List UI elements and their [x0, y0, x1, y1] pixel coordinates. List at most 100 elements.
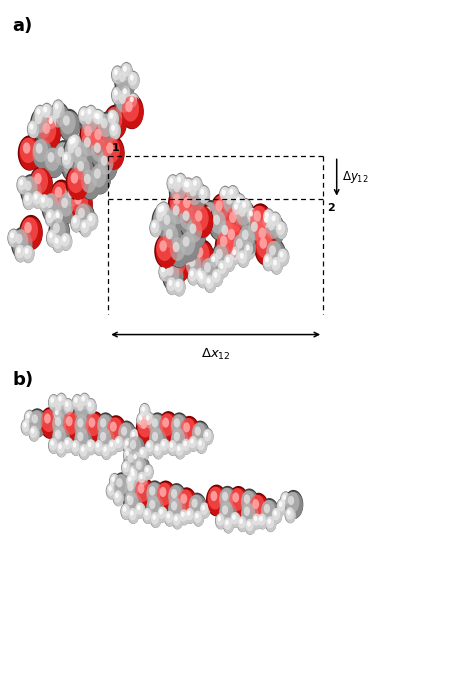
Circle shape: [261, 213, 274, 232]
Circle shape: [46, 209, 55, 223]
Circle shape: [120, 94, 144, 129]
Circle shape: [91, 164, 111, 194]
Circle shape: [221, 188, 243, 220]
Circle shape: [63, 437, 72, 449]
Circle shape: [125, 101, 133, 112]
Circle shape: [79, 444, 90, 460]
Circle shape: [276, 498, 288, 515]
Circle shape: [135, 479, 154, 509]
Circle shape: [228, 228, 235, 240]
Circle shape: [137, 413, 146, 425]
Circle shape: [67, 143, 75, 154]
Circle shape: [157, 201, 170, 220]
Circle shape: [270, 213, 282, 231]
Circle shape: [77, 402, 84, 411]
Circle shape: [261, 500, 279, 527]
Circle shape: [174, 442, 186, 460]
Circle shape: [71, 137, 76, 143]
Circle shape: [188, 436, 197, 448]
Circle shape: [135, 479, 150, 502]
Circle shape: [46, 114, 59, 133]
Circle shape: [108, 486, 112, 492]
Circle shape: [65, 401, 69, 407]
Circle shape: [116, 67, 136, 97]
Circle shape: [37, 116, 61, 151]
Circle shape: [151, 512, 161, 528]
Circle shape: [135, 458, 146, 474]
Circle shape: [142, 507, 154, 524]
Circle shape: [166, 229, 173, 239]
Circle shape: [81, 109, 101, 139]
Circle shape: [73, 201, 95, 234]
Circle shape: [167, 174, 179, 193]
Circle shape: [35, 106, 44, 120]
Circle shape: [79, 131, 101, 163]
Circle shape: [47, 212, 51, 218]
Circle shape: [160, 439, 170, 454]
Circle shape: [256, 233, 273, 258]
Circle shape: [71, 188, 92, 221]
Circle shape: [170, 188, 187, 214]
Circle shape: [11, 227, 33, 260]
Circle shape: [233, 234, 253, 264]
Circle shape: [97, 414, 115, 441]
Circle shape: [122, 461, 130, 473]
Circle shape: [182, 252, 191, 265]
Circle shape: [137, 415, 157, 444]
Circle shape: [143, 508, 152, 520]
Circle shape: [81, 169, 96, 193]
Circle shape: [222, 505, 228, 515]
Circle shape: [55, 103, 59, 109]
Circle shape: [181, 437, 192, 455]
Circle shape: [50, 218, 66, 242]
Circle shape: [225, 207, 247, 239]
Circle shape: [96, 426, 116, 456]
Circle shape: [52, 413, 70, 440]
Circle shape: [210, 210, 226, 234]
Circle shape: [62, 236, 66, 242]
Circle shape: [121, 504, 131, 520]
Circle shape: [17, 177, 29, 194]
Circle shape: [207, 278, 211, 284]
Circle shape: [127, 92, 140, 112]
Circle shape: [156, 235, 173, 261]
Circle shape: [131, 471, 135, 476]
Circle shape: [58, 193, 78, 223]
Circle shape: [127, 71, 140, 90]
Circle shape: [147, 426, 167, 456]
Circle shape: [121, 426, 127, 436]
Circle shape: [23, 422, 27, 428]
Circle shape: [89, 418, 96, 428]
Circle shape: [120, 62, 133, 81]
Circle shape: [218, 220, 234, 244]
Circle shape: [196, 268, 207, 286]
Circle shape: [178, 230, 200, 262]
Circle shape: [31, 428, 35, 434]
Circle shape: [255, 222, 273, 248]
Circle shape: [46, 209, 57, 227]
Circle shape: [128, 72, 140, 90]
Circle shape: [217, 499, 238, 529]
Circle shape: [74, 398, 92, 425]
Circle shape: [196, 437, 207, 454]
Circle shape: [161, 210, 176, 234]
Circle shape: [55, 402, 61, 411]
Circle shape: [111, 86, 124, 105]
Circle shape: [116, 67, 131, 91]
Circle shape: [29, 426, 38, 438]
Circle shape: [179, 232, 199, 262]
Circle shape: [186, 252, 201, 276]
Circle shape: [128, 508, 137, 520]
Circle shape: [98, 151, 113, 175]
Circle shape: [47, 116, 59, 133]
Circle shape: [130, 75, 134, 81]
Circle shape: [239, 225, 254, 249]
Circle shape: [182, 177, 195, 197]
Circle shape: [136, 459, 146, 474]
Circle shape: [91, 138, 106, 162]
Circle shape: [125, 473, 137, 490]
Circle shape: [97, 428, 115, 455]
Circle shape: [15, 245, 27, 262]
Circle shape: [223, 253, 236, 272]
Circle shape: [172, 513, 181, 526]
